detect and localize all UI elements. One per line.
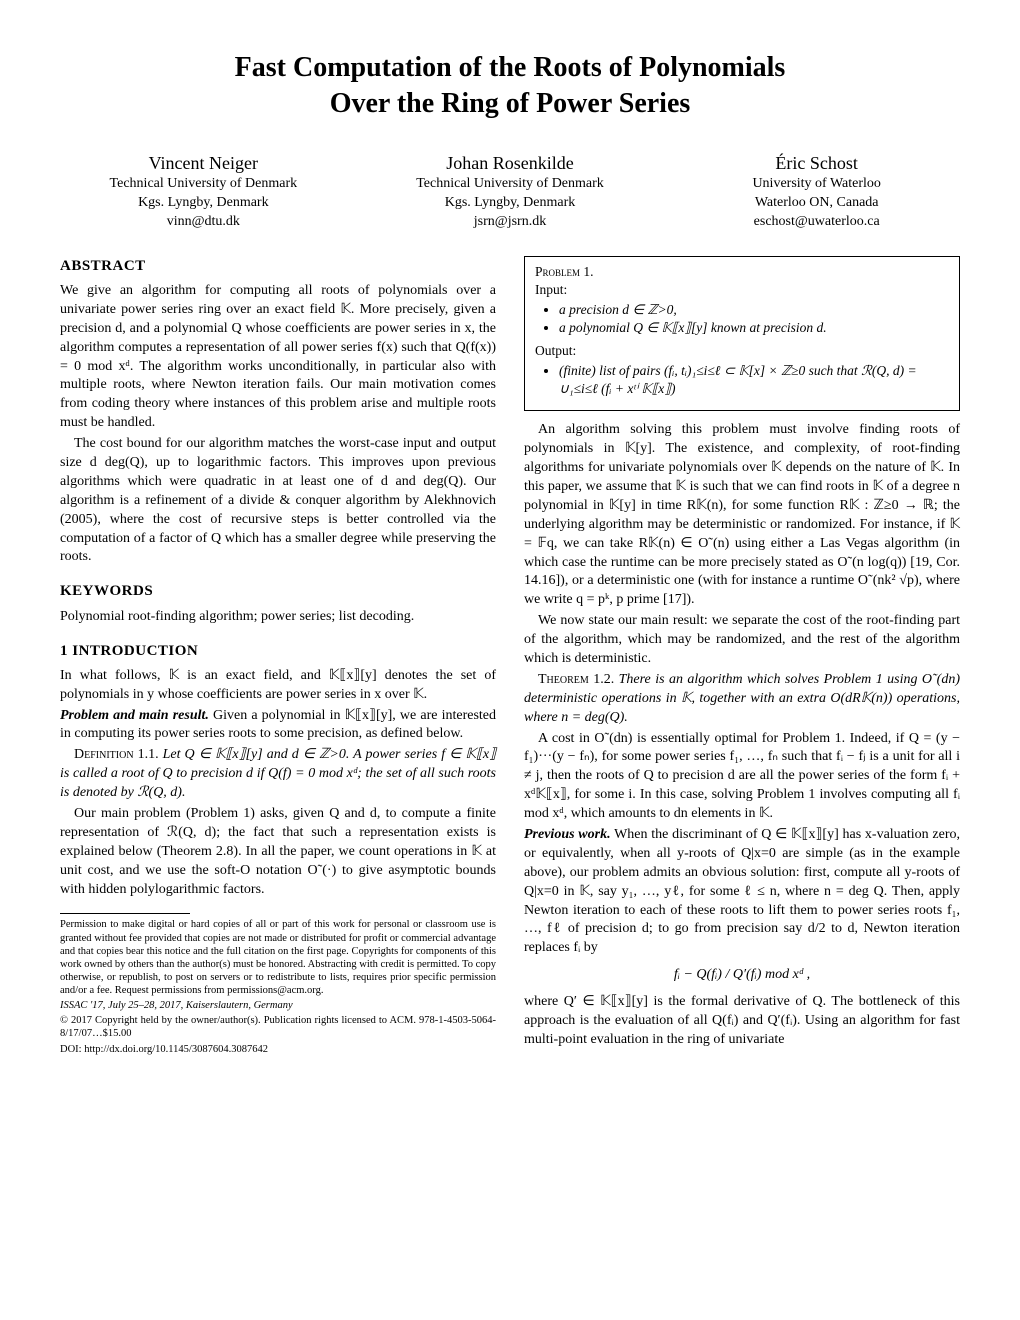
author-block: Éric Schost University of Waterloo Water… (673, 151, 960, 232)
prevwork-text: When the discriminant of Q ∈ 𝕂⟦x⟧[y] has… (524, 827, 960, 955)
author-name: Johan Rosenkilde (367, 151, 654, 175)
author-block: Johan Rosenkilde Technical University of… (367, 151, 654, 232)
definition: Definition 1.1. Let Q ∈ 𝕂⟦x⟧[y] and d ∈ … (60, 746, 496, 803)
footnote-permission: Permission to make digital or hard copie… (60, 918, 496, 997)
problem-input-label: Input: (535, 281, 949, 299)
paper-title: Fast Computation of the Roots of Polynom… (60, 50, 960, 123)
footnotes: Permission to make digital or hard copie… (60, 918, 496, 1055)
intro-para: In what follows, 𝕂 is an exact field, an… (60, 667, 496, 705)
body-para: An algorithm solving this problem must i… (524, 421, 960, 610)
author-name: Éric Schost (673, 151, 960, 175)
body-para: A cost in O˜(dn) is essentially optimal … (524, 730, 960, 824)
abstract-heading: ABSTRACT (60, 256, 496, 276)
abstract-para: We give an algorithm for computing all r… (60, 282, 496, 433)
author-row: Vincent Neiger Technical University of D… (60, 151, 960, 232)
footnote-rule (60, 913, 190, 914)
author-location: Kgs. Lyngby, Denmark (367, 194, 654, 213)
intro-para: Our main problem (Problem 1) asks, given… (60, 805, 496, 899)
author-email: eschost@uwaterloo.ca (673, 213, 960, 232)
problem-input-item: a polynomial Q ∈ 𝕂⟦x⟧[y] known at precis… (559, 319, 949, 337)
author-name: Vincent Neiger (60, 151, 347, 175)
keywords-heading: KEYWORDS (60, 581, 496, 601)
left-column: ABSTRACT We give an algorithm for comput… (60, 256, 496, 1058)
intro-heading: 1 INTRODUCTION (60, 641, 496, 661)
runin-head: Previous work. (524, 827, 611, 842)
author-affiliation: Technical University of Denmark (60, 175, 347, 194)
footnote-doi: DOI: http://dx.doi.org/10.1145/3087604.3… (60, 1043, 496, 1056)
keywords-body: Polynomial root-finding algorithm; power… (60, 608, 496, 627)
title-line1: Fast Computation of the Roots of Polynom… (235, 52, 786, 83)
body-para: where Q′ ∈ 𝕂⟦x⟧[y] is the formal derivat… (524, 993, 960, 1050)
problem-input-item: a precision d ∈ ℤ>0, (559, 301, 949, 319)
right-column: Problem 1. Input: a precision d ∈ ℤ>0, a… (524, 256, 960, 1052)
two-column-body: ABSTRACT We give an algorithm for comput… (60, 256, 960, 1058)
problem-output-item: (finite) list of pairs (fᵢ, tᵢ)₁≤i≤ℓ ⊂ 𝕂… (559, 362, 949, 398)
theorem: Theorem 1.2. There is an algorithm which… (524, 671, 960, 728)
author-affiliation: Technical University of Denmark (367, 175, 654, 194)
author-block: Vincent Neiger Technical University of D… (60, 151, 347, 232)
definition-head: Definition 1.1. (74, 747, 159, 762)
problem-box: Problem 1. Input: a precision d ∈ ℤ>0, a… (524, 256, 960, 412)
author-location: Kgs. Lyngby, Denmark (60, 194, 347, 213)
runin-head: Problem and main result. (60, 708, 209, 723)
previous-work-para: Previous work. When the discriminant of … (524, 826, 960, 958)
problem-box-head: Problem 1. (535, 263, 949, 281)
footnote-copyright: © 2017 Copyright held by the owner/autho… (60, 1014, 496, 1040)
theorem-head: Theorem 1.2. (538, 672, 614, 687)
footnote-venue: ISSAC '17, July 25–28, 2017, Kaiserslaut… (60, 999, 496, 1012)
body-para: We now state our main result: we separat… (524, 612, 960, 669)
problem-para: Problem and main result. Given a polynom… (60, 707, 496, 745)
problem-output-label: Output: (535, 342, 949, 360)
display-equation: fᵢ − Q(fᵢ) / Q′(fᵢ) mod xᵈ , (524, 966, 960, 985)
abstract-para: The cost bound for our algorithm matches… (60, 435, 496, 567)
author-email: vinn@dtu.dk (60, 213, 347, 232)
title-line2: Over the Ring of Power Series (330, 88, 691, 119)
author-affiliation: University of Waterloo (673, 175, 960, 194)
author-email: jsrn@jsrn.dk (367, 213, 654, 232)
author-location: Waterloo ON, Canada (673, 194, 960, 213)
